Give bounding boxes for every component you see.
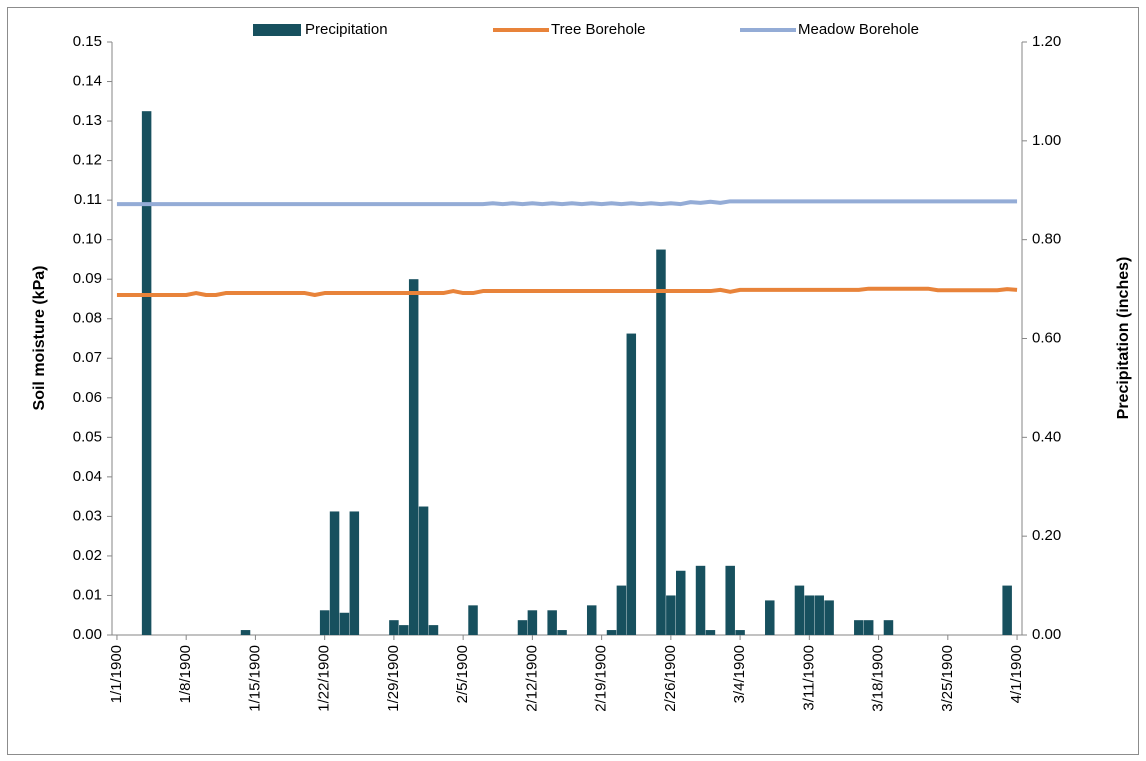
- bar: [527, 610, 538, 635]
- bar: [616, 585, 627, 635]
- line: [116, 286, 1018, 298]
- y-tick-label: 0.00: [73, 626, 102, 643]
- legend-label: Tree Borehole: [551, 21, 646, 38]
- y-tick-label: 0.07: [73, 349, 102, 366]
- x-tick-label: 2/19/1900: [593, 645, 610, 712]
- bar: [517, 620, 528, 635]
- y-tick-label: 0.03: [73, 507, 102, 524]
- bar: [705, 630, 716, 635]
- legend-label: Precipitation: [305, 21, 388, 38]
- bar: [814, 595, 824, 635]
- bar: [765, 600, 775, 635]
- y2-tick-label: 0.40: [1032, 428, 1061, 445]
- bar: [735, 630, 745, 635]
- bar: [399, 625, 409, 635]
- bar: [547, 610, 557, 635]
- x-tick-label: 1/22/1900: [316, 645, 333, 712]
- y2-axis-title: Precipitation (inches): [1115, 257, 1132, 420]
- bar: [418, 506, 429, 635]
- x-tick-label: 2/12/1900: [523, 645, 540, 712]
- legend-label: Meadow Borehole: [798, 21, 919, 38]
- y-tick-label: 0.06: [73, 389, 102, 406]
- y-tick-label: 0.05: [73, 428, 102, 445]
- bar: [794, 585, 805, 635]
- bar: [557, 630, 567, 635]
- x-tick-label: 3/18/1900: [870, 645, 887, 712]
- y-tick-label: 0.11: [74, 191, 102, 208]
- bar: [804, 595, 815, 635]
- bar: [656, 249, 666, 636]
- y-tick-label: 0.08: [73, 310, 102, 327]
- bar: [339, 612, 350, 635]
- x-tick-label: 1/15/1900: [246, 645, 263, 712]
- bar: [883, 620, 894, 635]
- y-tick-label: 0.15: [73, 33, 102, 50]
- x-tick-label: 3/11/1900: [800, 645, 817, 711]
- y-tick-label: 0.04: [73, 468, 102, 485]
- x-tick-label: 4/1/1900: [1008, 645, 1025, 703]
- chart-frame: [7, 7, 1139, 755]
- y2-tick-label: 0.80: [1032, 231, 1061, 248]
- line: [116, 199, 1018, 207]
- bar: [1002, 585, 1012, 635]
- y-tick-label: 0.01: [73, 586, 102, 603]
- bar: [606, 630, 617, 635]
- y2-tick-label: 0.60: [1032, 329, 1061, 346]
- y2-tick-label: 1.00: [1032, 132, 1061, 149]
- bar: [863, 620, 874, 635]
- x-tick-label: 3/4/1900: [731, 645, 748, 703]
- bar: [854, 620, 864, 635]
- bar: [141, 111, 152, 635]
- bar: [389, 620, 399, 635]
- bar: [824, 600, 834, 635]
- y-axis-title: Soil moisture (kPa): [31, 266, 48, 411]
- x-tick-label: 1/29/1900: [385, 645, 402, 712]
- bar: [408, 279, 419, 635]
- bar: [240, 630, 251, 635]
- x-tick-label: 1/1/1900: [108, 645, 125, 703]
- bar: [626, 333, 637, 635]
- y-tick-label: 0.13: [73, 112, 102, 129]
- x-tick-label: 2/26/1900: [662, 645, 679, 712]
- bar: [468, 605, 478, 635]
- y2-tick-label: 0.00: [1032, 626, 1061, 643]
- y-tick-label: 0.14: [73, 73, 102, 90]
- legend-swatch: [253, 24, 301, 36]
- bar: [349, 511, 360, 635]
- bar: [666, 595, 676, 635]
- bar: [725, 565, 735, 635]
- y2-tick-label: 0.20: [1032, 527, 1061, 544]
- y-tick-label: 0.09: [73, 270, 102, 287]
- bar: [586, 605, 597, 635]
- y-tick-label: 0.02: [73, 547, 102, 564]
- y2-tick-label: 1.20: [1032, 33, 1061, 50]
- bar: [329, 511, 340, 635]
- y-tick-label: 0.12: [73, 152, 102, 169]
- bar: [428, 625, 439, 635]
- bar: [319, 610, 330, 635]
- x-tick-label: 2/5/1900: [454, 645, 471, 703]
- bar: [676, 570, 686, 635]
- bar: [695, 565, 706, 635]
- x-tick-label: 1/8/1900: [177, 645, 194, 703]
- x-tick-label: 3/25/1900: [939, 645, 956, 712]
- y-tick-label: 0.10: [73, 231, 102, 248]
